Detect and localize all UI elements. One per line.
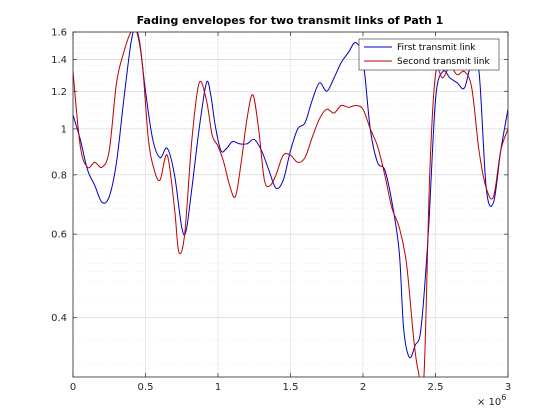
- series-layer: [73, 32, 508, 377]
- legend-label-first: First transmit link: [397, 43, 476, 53]
- tick-marks: [72, 31, 509, 377]
- x-tick-label: 0.5: [138, 382, 154, 393]
- x-tick-label: 2.5: [428, 382, 444, 393]
- x-tick-label: 1.5: [283, 382, 299, 393]
- chart-title: Fading envelopes for two transmit links …: [137, 14, 444, 27]
- y-tick-label: 1.4: [51, 55, 67, 66]
- y-tick-label: 1.6: [51, 28, 67, 39]
- legend: First transmit link Second transmit link: [358, 38, 500, 71]
- series-line-first-transmit-link: [73, 32, 508, 359]
- y-tick-label: 0.8: [51, 170, 67, 181]
- x-tick-label: 2: [360, 382, 366, 393]
- x-exponent-power: 6: [501, 393, 506, 402]
- y-tick-label: 0.4: [51, 313, 67, 324]
- x-tick-labels: 0 0.5 1 1.5 2 2.5 3: [70, 382, 511, 393]
- legend-box: [358, 38, 500, 71]
- y-tick-label: 1: [61, 124, 67, 135]
- y-tick-labels: 0.4 0.6 0.8 1 1.2 1.4 1.6: [51, 28, 67, 325]
- x-exponent-base: × 10: [477, 397, 501, 408]
- x-axis-exponent: × 106: [477, 393, 506, 408]
- legend-label-second: Second transmit link: [397, 57, 490, 67]
- x-tick-label: 0: [70, 382, 76, 393]
- series-line-second-transmit-link: [73, 32, 508, 377]
- x-tick-label: 1: [215, 382, 221, 393]
- x-tick-label: 3: [505, 382, 511, 393]
- y-tick-label: 0.6: [51, 230, 67, 241]
- plot-area: [72, 31, 509, 378]
- y-tick-label: 1.2: [51, 87, 67, 98]
